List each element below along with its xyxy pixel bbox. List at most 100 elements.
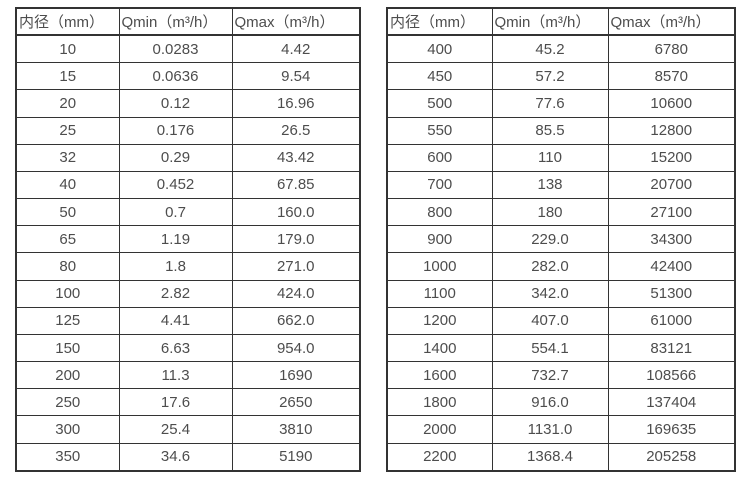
table-row: 150 6.63 954.0 [15, 333, 361, 363]
table-cell: 12800 [607, 116, 736, 145]
table-cell: 1.8 [118, 252, 233, 281]
table-row: 900 229.0 34300 [386, 225, 736, 254]
table-cell: 61000 [607, 306, 736, 335]
table-row: 800 180 27100 [386, 198, 736, 227]
table-row: 1800 916.0 137404 [386, 388, 736, 417]
table-cell: 900 [386, 225, 493, 254]
table-cell: 20 [15, 89, 120, 118]
table-cell: 150 [15, 333, 120, 363]
table-cell: 180 [491, 198, 609, 227]
table-row: 250 17.6 2650 [15, 388, 361, 417]
table-cell: 40 [15, 170, 120, 200]
table-cell: 0.0636 [118, 62, 233, 91]
table-cell: 1000 [386, 252, 493, 281]
flow-table-small-diameters: 内径（mm） Qmin（m³/h） Qmax（m³/h） 10 0.0283 4.42 1… [15, 7, 361, 472]
table-cell: 4.41 [118, 306, 233, 335]
table-cell: 0.12 [118, 89, 233, 118]
table-row: 32 0.29 43.42 [15, 143, 361, 172]
table-cell: 350 [15, 442, 120, 472]
table-row: 350 34.6 5190 [15, 442, 361, 472]
table-cell: 25 [15, 116, 120, 145]
table-row: 2200 1368.4 205258 [386, 442, 736, 472]
table-row: 10 0.0283 4.42 [15, 34, 361, 64]
table-cell: 407.0 [491, 306, 609, 335]
table-cell: 1400 [386, 333, 493, 363]
table-row: 80 1.8 271.0 [15, 252, 361, 281]
table-cell: 50 [15, 198, 120, 227]
table-cell: 424.0 [231, 279, 361, 308]
table-cell: 0.0283 [118, 34, 233, 64]
table-cell: 83121 [607, 333, 736, 363]
table-cell: 15 [15, 62, 120, 91]
table-cell: 108566 [607, 361, 736, 390]
table-cell: 0.452 [118, 170, 233, 200]
table-cell: 26.5 [231, 116, 361, 145]
table-cell: 85.5 [491, 116, 609, 145]
table-cell: 6780 [607, 34, 736, 64]
table-row: 500 77.6 10600 [386, 89, 736, 118]
table-cell: 1800 [386, 388, 493, 417]
table-row: 450 57.2 8570 [386, 62, 736, 91]
table-cell: 27100 [607, 198, 736, 227]
table-cell: 2200 [386, 442, 493, 472]
table-cell: 1.19 [118, 225, 233, 254]
table-cell: 137404 [607, 388, 736, 417]
column-header: Qmin（m³/h） [491, 7, 609, 36]
table-cell: 10 [15, 34, 120, 64]
table-cell: 179.0 [231, 225, 361, 254]
table-cell: 11.3 [118, 361, 233, 390]
flow-table-large-diameters: 内径（mm） Qmin（m³/h） Qmax（m³/h） 400 45.2 6780 45… [386, 7, 736, 472]
table-row: 125 4.41 662.0 [15, 306, 361, 335]
header-row: 内径（mm） Qmin（m³/h） Qmax（m³/h） [386, 7, 736, 36]
table-row: 1600 732.7 108566 [386, 361, 736, 390]
table-cell: 100 [15, 279, 120, 308]
table-cell: 0.7 [118, 198, 233, 227]
table-cell: 954.0 [231, 333, 361, 363]
table-body: 400 45.2 6780 450 57.2 8570 500 77.6 10600 550 85.… [386, 34, 736, 472]
table-cell: 17.6 [118, 388, 233, 417]
column-header: 内径（mm） [15, 7, 120, 36]
table-cell: 342.0 [491, 279, 609, 308]
table-row: 25 0.176 26.5 [15, 116, 361, 145]
table-cell: 2000 [386, 415, 493, 444]
table-cell: 2650 [231, 388, 361, 417]
table-cell: 65 [15, 225, 120, 254]
table-cell: 282.0 [491, 252, 609, 281]
table-cell: 15200 [607, 143, 736, 172]
table-cell: 67.85 [231, 170, 361, 200]
table-cell: 1690 [231, 361, 361, 390]
table-cell: 500 [386, 89, 493, 118]
table-row: 300 25.4 3810 [15, 415, 361, 444]
table-cell: 80 [15, 252, 120, 281]
table-cell: 550 [386, 116, 493, 145]
table-cell: 2.82 [118, 279, 233, 308]
table-cell: 8570 [607, 62, 736, 91]
table-cell: 300 [15, 415, 120, 444]
table-row: 600 110 15200 [386, 143, 736, 172]
table-row: 200 11.3 1690 [15, 361, 361, 390]
table-row: 65 1.19 179.0 [15, 225, 361, 254]
table-cell: 916.0 [491, 388, 609, 417]
table-row: 100 2.82 424.0 [15, 279, 361, 308]
table-row: 20 0.12 16.96 [15, 89, 361, 118]
table-cell: 57.2 [491, 62, 609, 91]
table-cell: 450 [386, 62, 493, 91]
table-cell: 700 [386, 170, 493, 200]
table-row: 1200 407.0 61000 [386, 306, 736, 335]
column-header: Qmax（m³/h） [231, 7, 361, 36]
table-cell: 554.1 [491, 333, 609, 363]
table-cell: 20700 [607, 170, 736, 200]
table-cell: 600 [386, 143, 493, 172]
table-cell: 400 [386, 34, 493, 64]
table-cell: 34.6 [118, 442, 233, 472]
table-cell: 169635 [607, 415, 736, 444]
table-cell: 1368.4 [491, 442, 609, 472]
table-cell: 5190 [231, 442, 361, 472]
header-row: 内径（mm） Qmin（m³/h） Qmax（m³/h） [15, 7, 361, 36]
table-cell: 125 [15, 306, 120, 335]
column-header: Qmin（m³/h） [118, 7, 233, 36]
table-cell: 25.4 [118, 415, 233, 444]
table-cell: 3810 [231, 415, 361, 444]
table-row: 700 138 20700 [386, 170, 736, 200]
